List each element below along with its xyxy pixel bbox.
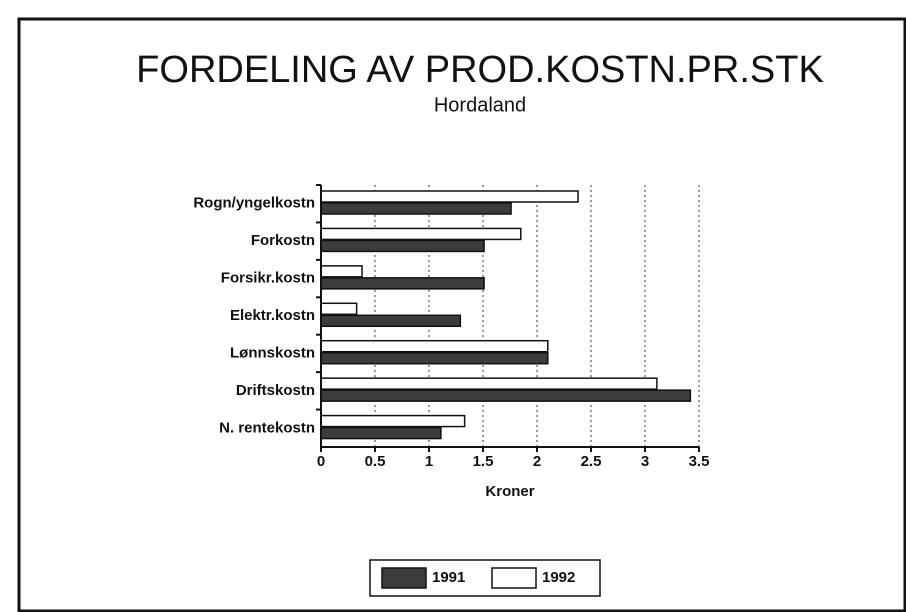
x-tick-label: 1.5 bbox=[473, 453, 494, 470]
x-tick-label: 3.5 bbox=[689, 453, 710, 470]
legend-label: 1991 bbox=[432, 569, 465, 586]
bar bbox=[320, 426, 442, 440]
legend-swatch bbox=[381, 567, 427, 589]
y-tick-label: Rogn/yngelkostn bbox=[193, 195, 315, 212]
legend-swatch bbox=[491, 567, 537, 589]
bar bbox=[320, 339, 549, 353]
x-tick-label: 3 bbox=[641, 453, 649, 470]
chart-subtitle: Hordaland bbox=[434, 94, 526, 116]
bar bbox=[320, 239, 485, 253]
bar bbox=[320, 277, 485, 290]
y-tick-label: Forsikr.kostn bbox=[221, 270, 315, 287]
frame bbox=[17, 17, 906, 612]
bar bbox=[320, 351, 549, 365]
bar bbox=[320, 414, 466, 428]
legend-label: 1992 bbox=[542, 569, 575, 586]
bar bbox=[320, 314, 462, 328]
x-tick-label: 1 bbox=[425, 453, 433, 470]
y-tick-label: Forkostn bbox=[251, 232, 315, 249]
chart-title: FORDELING AV PROD.KOSTN.PR.STK bbox=[136, 49, 824, 91]
y-tick-label: N. rentekostn bbox=[219, 419, 315, 436]
y-tick-label: Lønnskostn bbox=[230, 344, 315, 361]
bar bbox=[320, 227, 522, 241]
x-tick-label: 0.5 bbox=[365, 453, 386, 470]
bar bbox=[320, 377, 658, 390]
bar bbox=[320, 302, 358, 316]
x-tick-label: 0 bbox=[317, 453, 325, 470]
x-tick-label: 2 bbox=[533, 453, 541, 470]
y-tick-label: Elektr.kostn bbox=[230, 307, 315, 324]
bar bbox=[320, 202, 512, 215]
x-axis-label: Kroner bbox=[485, 483, 534, 500]
y-tick-label: Driftskostn bbox=[236, 382, 315, 399]
bar bbox=[320, 190, 579, 203]
bar bbox=[320, 389, 692, 402]
bar bbox=[320, 265, 363, 278]
x-tick-label: 2.5 bbox=[581, 453, 602, 470]
